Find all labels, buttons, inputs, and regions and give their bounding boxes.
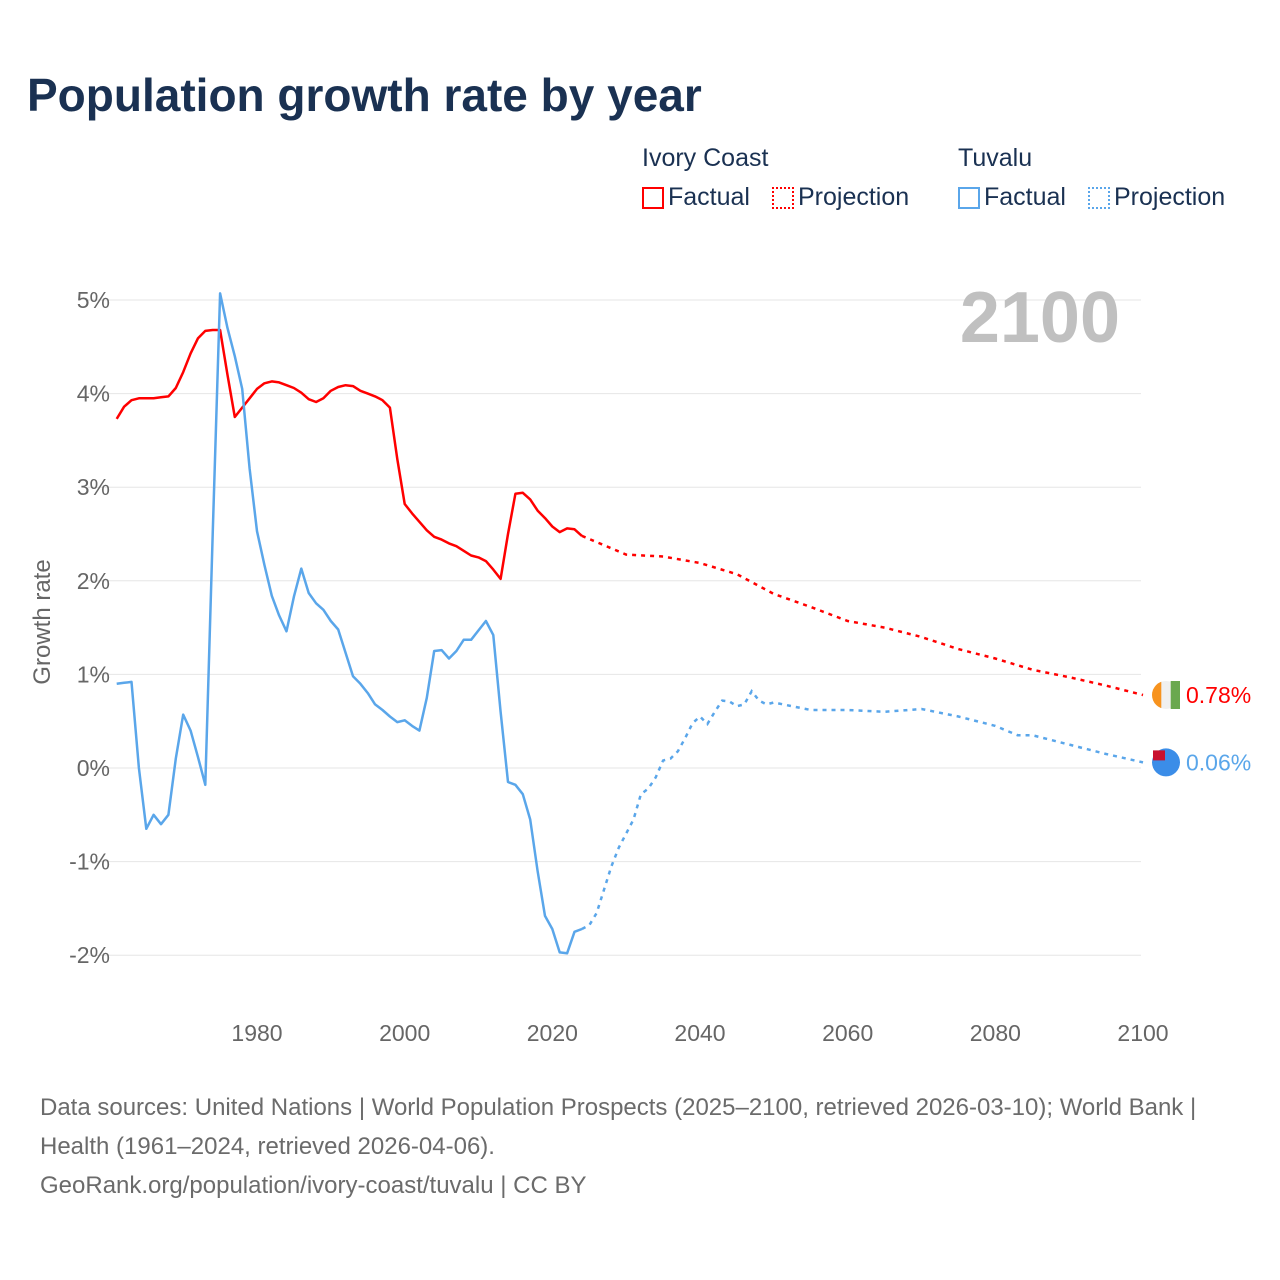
x-tick-label: 2020 bbox=[527, 1020, 578, 1046]
footer: Data sources: United Nations | World Pop… bbox=[40, 1088, 1240, 1205]
legend-title: Tuvalu bbox=[958, 144, 1033, 172]
x-tick-label: 2040 bbox=[674, 1020, 725, 1046]
flag-stripe bbox=[1152, 681, 1161, 709]
legend-label: Projection bbox=[797, 183, 910, 211]
legend-item-projection[interactable]: Projection bbox=[1087, 183, 1226, 212]
y-tick-label: 5% bbox=[77, 287, 110, 313]
legend-item-factual[interactable]: Factual bbox=[958, 183, 1066, 212]
y-tick-label: 0% bbox=[77, 755, 110, 781]
y-axis-label: Growth rate bbox=[29, 559, 56, 684]
y-tick-label: -2% bbox=[69, 942, 110, 968]
projection-line-0 bbox=[581, 534, 1144, 697]
year-label: 2100 bbox=[960, 278, 1120, 358]
x-tick-label: 2060 bbox=[822, 1020, 873, 1046]
legend-title: Ivory Coast bbox=[642, 144, 769, 172]
legend-label: Projection bbox=[1113, 183, 1226, 211]
x-tick-label: 1980 bbox=[231, 1020, 282, 1046]
x-tick-label: 2080 bbox=[970, 1020, 1021, 1046]
y-tick-label: 4% bbox=[77, 381, 110, 407]
gridlines: -2% -1% 0% 1% 2% 3% 4% 5% 1980 2000 2020 2040 2060 20… bbox=[69, 287, 1168, 1046]
flag-stripe bbox=[1170, 680, 1180, 709]
y-tick-label: -1% bbox=[69, 849, 110, 875]
legend-label: Factual bbox=[984, 183, 1066, 211]
data-sources: Data sources: United Nations | World Pop… bbox=[40, 1094, 1197, 1160]
factual-line-1 bbox=[116, 292, 583, 955]
flag-canton bbox=[1153, 750, 1165, 761]
end-markers: 0.78% 0.06% bbox=[1152, 680, 1251, 777]
legend-item-factual[interactable]: Factual bbox=[642, 183, 750, 212]
legend-ivory-coast: Ivory Coast Factual Projection bbox=[642, 144, 925, 212]
y-tick-label: 2% bbox=[77, 568, 110, 594]
legend-item-projection[interactable]: Projection bbox=[771, 183, 910, 212]
legend-label: Factual bbox=[668, 183, 750, 211]
x-tick-label: 2100 bbox=[1117, 1020, 1168, 1046]
end-value-label: 0.06% bbox=[1186, 749, 1251, 775]
y-tick-label: 3% bbox=[77, 474, 110, 500]
end-value-label: 0.78% bbox=[1186, 682, 1251, 708]
y-tick-label: 1% bbox=[77, 661, 110, 687]
x-tick-label: 2000 bbox=[379, 1020, 430, 1046]
projection-line-1 bbox=[581, 688, 1144, 931]
factual-line-0 bbox=[115, 328, 583, 581]
legend-tuvalu: Tuvalu Factual Projection bbox=[958, 144, 1241, 212]
credit-link[interactable]: GeoRank.org/population/ivory-coast/tuval… bbox=[40, 1172, 587, 1199]
chart-title: Population growth rate by year bbox=[27, 69, 702, 121]
series-lines bbox=[115, 292, 1144, 955]
